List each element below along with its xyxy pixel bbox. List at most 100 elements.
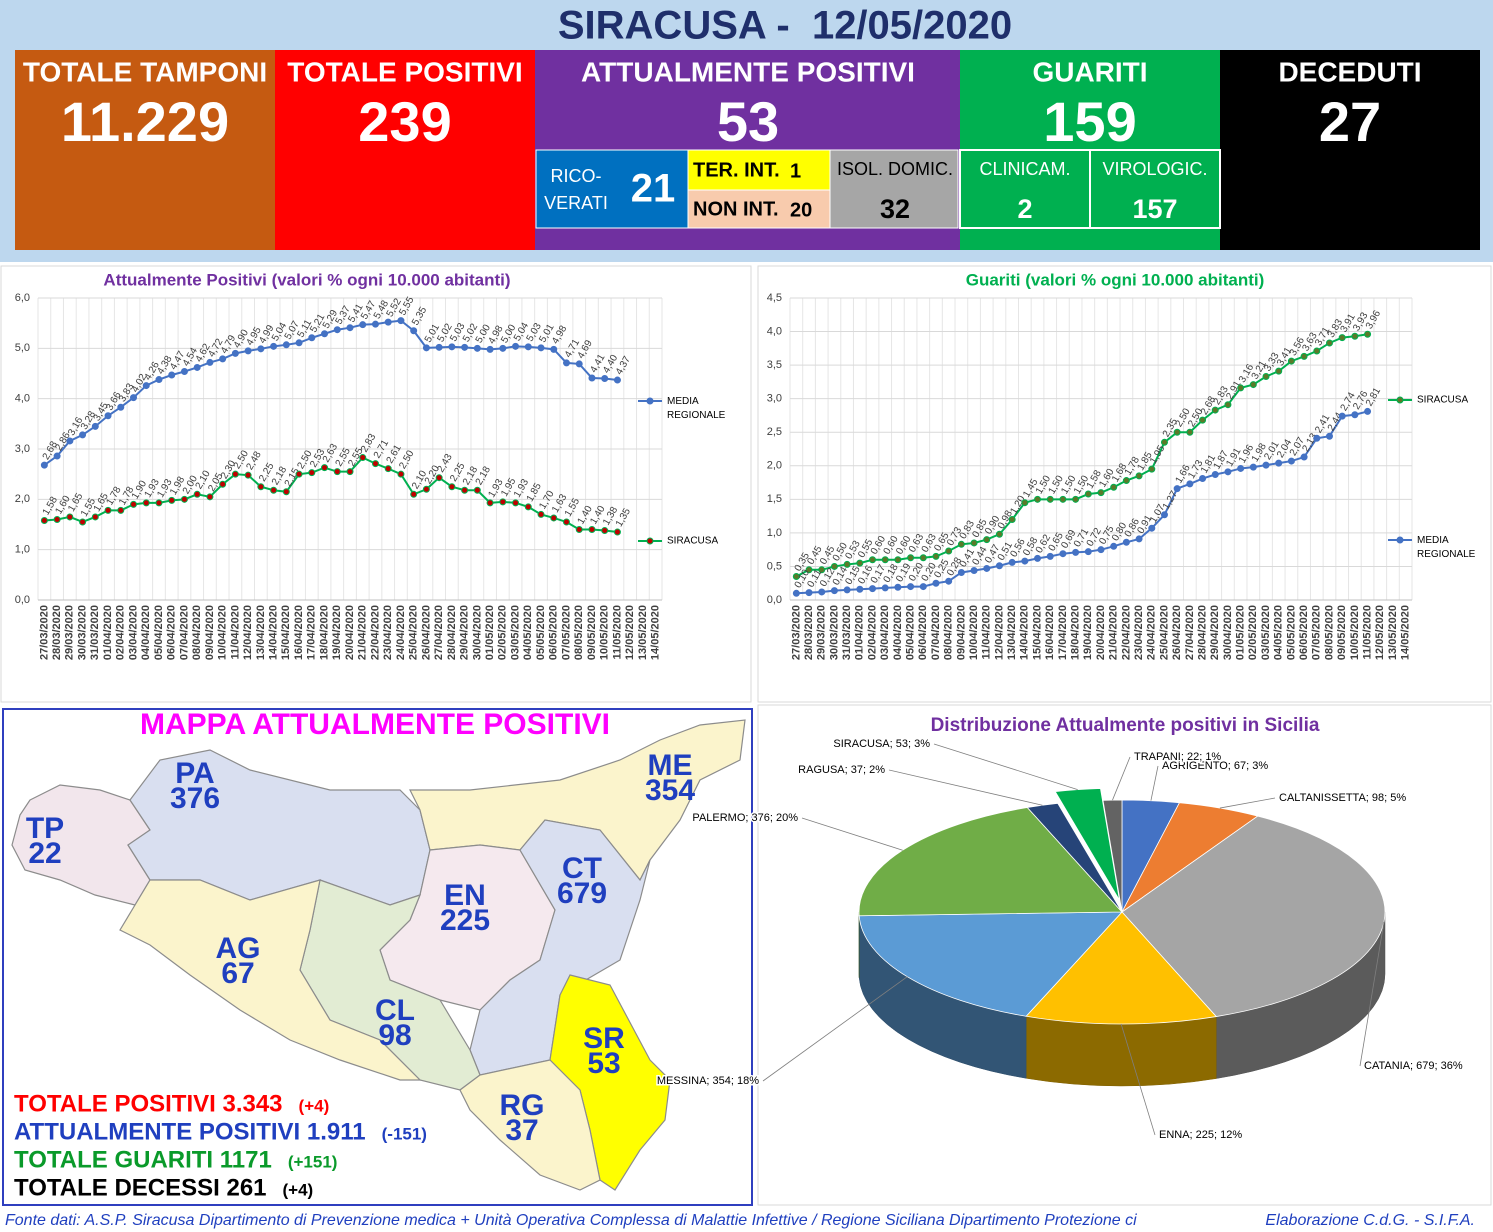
x-tick-label: 04/04/2020 <box>892 605 904 660</box>
province-value: 22 <box>28 837 61 870</box>
x-tick-label: 27/03/2020 <box>790 605 802 660</box>
x-tick-label: 28/04/2020 <box>1196 605 1208 660</box>
x-tick-label: 15/04/2020 <box>280 605 292 660</box>
marker <box>1199 416 1207 424</box>
y-tick-label: 1,0 <box>15 544 30 556</box>
sub-label: RICO- <box>551 166 602 186</box>
marker <box>142 382 150 390</box>
marker <box>983 536 991 544</box>
sub-box <box>535 149 689 229</box>
x-tick-label: 14/05/2020 <box>1400 605 1412 660</box>
marker <box>193 363 201 371</box>
marker <box>1046 552 1054 560</box>
data-label: ENNA; 225; 12% <box>1159 1129 1242 1141</box>
map-title: MAPPA ATTUALMENTE POSITIVI <box>140 708 610 741</box>
marker <box>588 526 596 534</box>
marker <box>397 317 405 325</box>
marker <box>1084 490 1092 498</box>
x-tick-label: 12/04/2020 <box>242 605 254 660</box>
province-value: 376 <box>170 782 220 815</box>
marker <box>206 493 214 501</box>
marker <box>1313 434 1321 442</box>
marker <box>881 556 889 564</box>
x-tick-label: 10/04/2020 <box>968 605 980 660</box>
sub-value: 1 <box>790 160 801 182</box>
marker <box>601 527 609 535</box>
marker <box>371 320 379 328</box>
marker <box>575 526 583 534</box>
marker <box>1021 499 1029 507</box>
sub-label: NON INT. <box>693 198 779 220</box>
marker <box>53 515 61 523</box>
x-tick-label: 02/04/2020 <box>115 605 127 660</box>
marker <box>550 514 558 522</box>
sub-value: 21 <box>631 167 676 211</box>
chart-title: Guariti (valori % ogni 10.000 abitanti) <box>966 270 1265 289</box>
marker <box>206 358 214 366</box>
x-tick-label: 10/05/2020 <box>599 605 611 660</box>
x-tick-label: 24/04/2020 <box>395 605 407 660</box>
marker <box>461 343 469 351</box>
marker <box>894 583 902 591</box>
marker <box>346 468 354 476</box>
marker <box>843 560 851 568</box>
total-change: (-151) <box>382 1124 427 1143</box>
page-title: SIRACUSA - 12/05/2020 <box>558 4 1012 48</box>
x-tick-label: 09/04/2020 <box>955 605 967 660</box>
marker <box>1275 459 1283 467</box>
marker <box>919 583 927 591</box>
kpi-label: TOTALE TAMPONI <box>23 56 267 87</box>
x-tick-label: 15/04/2020 <box>1031 605 1043 660</box>
marker <box>117 403 125 411</box>
x-tick-label: 29/03/2020 <box>64 605 76 660</box>
legend-label: SIRACUSA <box>667 536 718 547</box>
leader-line <box>1219 797 1276 809</box>
kpi-label: TOTALE POSITIVI <box>287 56 522 87</box>
x-tick-label: 27/03/2020 <box>38 605 50 660</box>
x-tick-label: 29/03/2020 <box>816 605 828 660</box>
kpi-value: 159 <box>1043 90 1136 153</box>
province-code: ME <box>648 749 693 782</box>
y-tick-label: 0,0 <box>767 594 782 606</box>
marker <box>792 573 800 581</box>
marker <box>843 586 851 594</box>
marker <box>371 460 379 468</box>
line <box>796 410 1368 595</box>
marker <box>1135 472 1143 480</box>
y-tick-label: 1,0 <box>767 527 782 539</box>
kpi-label: ATTUALMENTE POSITIVI <box>581 56 915 87</box>
marker <box>1262 373 1270 381</box>
sub-box <box>829 149 959 229</box>
x-tick-label: 18/04/2020 <box>318 605 330 660</box>
footer-credit: Elaborazione C.d.G. - S.I.F.A. <box>1265 1212 1475 1229</box>
marker <box>435 474 443 482</box>
pie-slice <box>1102 799 1123 913</box>
marker <box>448 483 456 491</box>
sub-box <box>687 189 831 229</box>
data-label: SIRACUSA; 53; 3% <box>833 738 930 750</box>
marker <box>1160 438 1168 446</box>
marker <box>818 588 826 596</box>
marker <box>461 486 469 494</box>
leader-line <box>888 769 1043 806</box>
marker <box>805 566 813 574</box>
marker <box>1249 381 1257 389</box>
x-tick-label: 25/04/2020 <box>1158 605 1170 660</box>
x-tick-label: 18/04/2020 <box>1070 605 1082 660</box>
x-tick-label: 04/04/2020 <box>140 605 152 660</box>
marker <box>308 334 316 342</box>
marker <box>1186 480 1194 488</box>
x-tick-label: 13/05/2020 <box>1387 605 1399 660</box>
marker <box>995 530 1003 538</box>
marker <box>869 585 877 593</box>
x-tick-label: 29/04/2020 <box>1209 605 1221 660</box>
y-tick-label: 3,0 <box>767 393 782 405</box>
marker <box>270 342 278 350</box>
sub-value: 32 <box>880 194 910 224</box>
kpi-box <box>275 50 535 250</box>
marker <box>295 339 303 347</box>
y-tick-label: 6,0 <box>15 292 30 304</box>
x-tick-label: 16/04/2020 <box>1044 605 1056 660</box>
footer-source: Fonte dati: A.S.P. Siracusa Dipartimento… <box>5 1212 1137 1229</box>
x-tick-label: 07/04/2020 <box>930 605 942 660</box>
